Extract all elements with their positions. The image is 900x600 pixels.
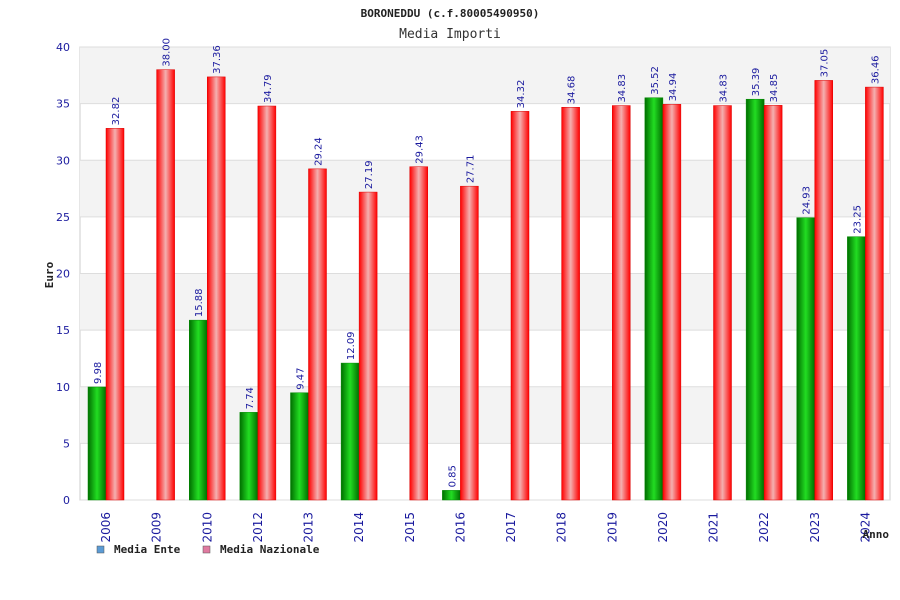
data-label: 9.98 bbox=[93, 362, 104, 384]
data-label: 34.83 bbox=[719, 74, 730, 103]
data-label: 38.00 bbox=[162, 38, 173, 67]
bar-media-nazionale-2021 bbox=[713, 105, 732, 501]
bar-media-nazionale-2024 bbox=[865, 86, 884, 501]
data-label: 34.83 bbox=[617, 74, 628, 103]
x-tick-label: 2010 bbox=[200, 512, 214, 543]
data-labels: 9.98 32.82 38.00 15.88 37.36 7.74 34.79 9.47 29.… bbox=[93, 38, 881, 487]
bar-media-ente-2012 bbox=[239, 412, 259, 501]
x-tick-label: 2006 bbox=[99, 512, 113, 543]
y-tick-label: 20 bbox=[56, 268, 70, 281]
x-axis: 2006 2009 2010 2012 2013 2014 2015 2016 2017 2018… bbox=[99, 512, 872, 543]
data-label: 27.19 bbox=[364, 160, 375, 189]
legend-swatch bbox=[202, 545, 211, 554]
x-tick-label: 2020 bbox=[656, 512, 670, 543]
y-tick-label: 10 bbox=[56, 381, 70, 394]
legend-swatch bbox=[96, 545, 105, 554]
bar-media-nazionale-2020 bbox=[662, 104, 682, 501]
legend: Media Ente Media Nazionale bbox=[96, 543, 320, 556]
bar-media-nazionale-2012 bbox=[257, 105, 277, 501]
x-tick-label: 2009 bbox=[150, 512, 164, 543]
x-tick-label: 2021 bbox=[707, 512, 721, 543]
data-label: 34.79 bbox=[263, 74, 274, 103]
bar-media-nazionale-2019 bbox=[612, 105, 631, 501]
y-axis-label: Euro bbox=[43, 261, 56, 288]
x-tick-label: 2017 bbox=[504, 512, 518, 543]
data-label: 23.25 bbox=[852, 205, 863, 234]
data-label: 34.68 bbox=[567, 76, 578, 105]
y-tick-label: 25 bbox=[56, 211, 70, 224]
x-tick-label: 2013 bbox=[302, 512, 316, 543]
bar-media-ente-2022 bbox=[745, 98, 765, 501]
y-tick-label: 30 bbox=[56, 154, 70, 167]
data-label: 7.74 bbox=[245, 387, 256, 409]
data-label: 34.85 bbox=[769, 74, 780, 103]
data-label: 27.71 bbox=[465, 155, 476, 184]
data-label: 29.43 bbox=[415, 135, 426, 164]
y-tick-label: 0 bbox=[63, 494, 70, 507]
data-label: 0.85 bbox=[447, 465, 458, 487]
bar-media-nazionale-2010 bbox=[207, 76, 226, 501]
bar-media-nazionale-2013 bbox=[308, 168, 327, 501]
data-label: 29.24 bbox=[314, 137, 325, 166]
bar-media-nazionale-2016 bbox=[460, 185, 479, 501]
x-tick-label: 2014 bbox=[352, 512, 366, 543]
data-label: 35.52 bbox=[650, 66, 661, 95]
bar-media-nazionale-2006 bbox=[105, 128, 125, 501]
bar-media-ente-2024 bbox=[847, 236, 866, 501]
data-label: 35.39 bbox=[751, 68, 762, 97]
x-tick-label: 2018 bbox=[555, 512, 569, 543]
x-tick-label: 2016 bbox=[453, 512, 467, 543]
bar-media-ente-2020 bbox=[644, 97, 664, 501]
data-label: 37.36 bbox=[212, 45, 223, 74]
data-label: 36.46 bbox=[870, 55, 881, 84]
data-label: 12.09 bbox=[346, 331, 357, 360]
chart-subtitle: Media Importi bbox=[399, 27, 501, 42]
x-tick-label: 2024 bbox=[858, 512, 872, 543]
y-tick-label: 40 bbox=[56, 41, 70, 54]
bar-media-nazionale-2023 bbox=[814, 80, 833, 501]
bar-media-nazionale-2009 bbox=[156, 69, 175, 501]
bar-media-ente-2014 bbox=[340, 362, 360, 501]
y-tick-label: 35 bbox=[56, 98, 70, 111]
data-label: 9.47 bbox=[296, 367, 307, 389]
bar-media-ente-2023 bbox=[796, 217, 815, 501]
data-label: 32.82 bbox=[111, 97, 122, 126]
bar-media-nazionale-2015 bbox=[409, 166, 428, 501]
bar-media-ente-2006 bbox=[87, 386, 107, 501]
x-axis-label: Anno bbox=[863, 528, 890, 541]
chart-title: BORONEDDU (c.f.80005490950) bbox=[361, 7, 540, 20]
data-label: 24.93 bbox=[802, 186, 813, 215]
x-tick-label: 2022 bbox=[757, 512, 771, 543]
y-tick-label: 15 bbox=[56, 324, 70, 337]
legend-label: Media Nazionale bbox=[220, 543, 320, 556]
y-axis: 0 5 10 15 20 25 30 35 40 bbox=[56, 41, 70, 507]
y-tick-label: 5 bbox=[63, 437, 70, 450]
bar-media-nazionale-2018 bbox=[561, 106, 580, 501]
data-label: 34.32 bbox=[516, 80, 527, 109]
bars bbox=[87, 69, 884, 501]
data-label: 34.94 bbox=[668, 73, 679, 102]
data-label: 15.88 bbox=[194, 289, 205, 318]
bar-media-nazionale-2022 bbox=[763, 105, 783, 501]
bar-media-ente-2013 bbox=[290, 392, 309, 501]
x-tick-label: 2012 bbox=[251, 512, 265, 543]
bar-media-nazionale-2014 bbox=[358, 191, 378, 501]
bar-media-ente-2010 bbox=[189, 319, 208, 501]
data-label: 37.05 bbox=[820, 49, 831, 78]
x-tick-label: 2023 bbox=[808, 512, 822, 543]
x-tick-label: 2019 bbox=[605, 512, 619, 543]
bar-media-nazionale-2017 bbox=[510, 111, 530, 501]
x-tick-label: 2015 bbox=[403, 512, 417, 543]
legend-label: Media Ente bbox=[114, 543, 181, 556]
bar-media-ente-2016 bbox=[442, 490, 461, 501]
